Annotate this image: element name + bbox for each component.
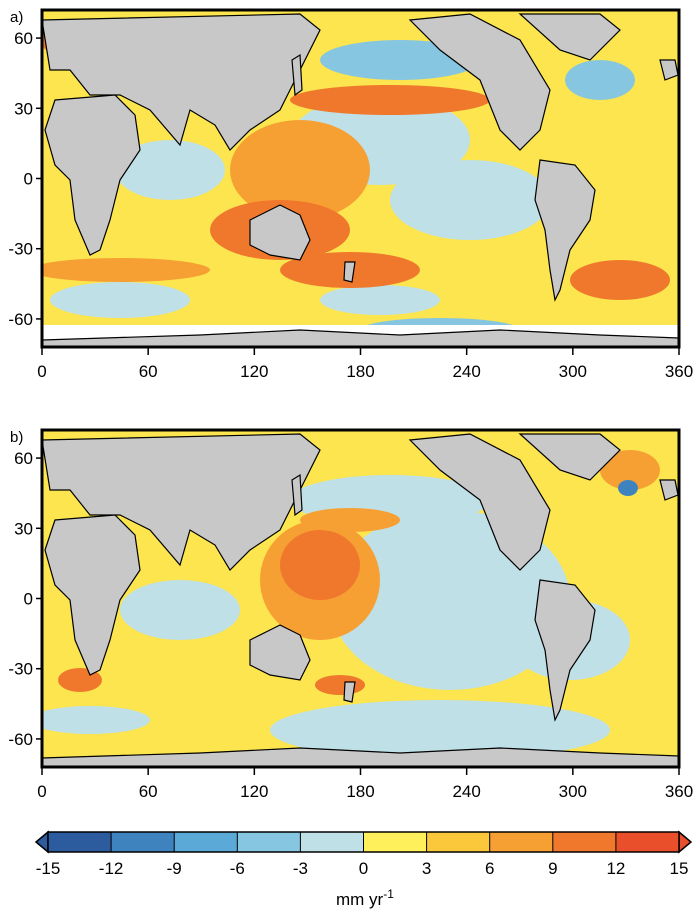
colorbar-segment <box>615 832 679 852</box>
lon-tick-label: 60 <box>139 362 158 381</box>
colorbar-high-arrow <box>678 830 693 854</box>
colorbar-segment <box>426 832 490 852</box>
colorbar-segment <box>48 832 112 852</box>
land-masses <box>42 13 679 347</box>
colorbar-tick-label: -12 <box>99 859 124 878</box>
unit-exponent: -1 <box>383 887 394 901</box>
land-masses <box>42 433 679 767</box>
lon-tick-label: 180 <box>346 782 374 801</box>
lon-tick-label: 0 <box>37 782 46 801</box>
unit-prefix: mm yr <box>336 890 384 909</box>
colorbar-segment <box>174 832 238 852</box>
lon-tick-label: 300 <box>559 782 587 801</box>
lat-tick-label: 0 <box>24 590 33 609</box>
lat-tick-label: -60 <box>8 310 33 329</box>
panel-a-label: a) <box>10 9 23 26</box>
colorbar-segment <box>552 832 616 852</box>
lat-tick-label: -30 <box>8 240 33 259</box>
lon-tick-label: 360 <box>665 782 693 801</box>
lon-tick-label: 240 <box>452 782 480 801</box>
colorbar-unit-label: mm yr-1 <box>336 887 394 909</box>
colorbar-tick-label: -9 <box>167 859 182 878</box>
colorbar-tick-label: 0 <box>359 859 368 878</box>
colorbar-segment <box>363 832 427 852</box>
anomaly-patches <box>42 450 660 760</box>
lon-tick-label: 60 <box>139 782 158 801</box>
lat-tick-label: -60 <box>8 730 33 749</box>
lat-tick-label: 0 <box>24 170 33 189</box>
colorbar-tick-label: -15 <box>36 859 61 878</box>
colorbar-tick-label: -3 <box>293 859 308 878</box>
lon-tick-label: 120 <box>240 782 268 801</box>
colorbar: -15 -12 -9 -6 -3 0 3 6 9 12 15 <box>34 830 693 878</box>
colorbar-tick-label: 9 <box>548 859 557 878</box>
lat-tick-label: 30 <box>14 99 33 118</box>
colorbar-tick-label: 3 <box>422 859 431 878</box>
colorbar-segment <box>489 832 553 852</box>
colorbar-low-arrow <box>34 830 49 854</box>
lat-tick-label: 60 <box>14 449 33 468</box>
colorbar-segment <box>237 832 301 852</box>
colorbar-tick-label: -6 <box>230 859 245 878</box>
colorbar-segment <box>111 832 175 852</box>
lat-tick-label: -30 <box>8 660 33 679</box>
colorbar-tick-label: 15 <box>670 859 689 878</box>
colorbar-tick-label: 6 <box>485 859 494 878</box>
colorbar-tick-label: 12 <box>606 859 625 878</box>
lat-tick-label: 60 <box>14 29 33 48</box>
lat-tick-label: 30 <box>14 519 33 538</box>
lon-tick-label: 0 <box>37 362 46 381</box>
lon-tick-label: 180 <box>346 362 374 381</box>
panel-b-label: b) <box>10 429 23 446</box>
lon-tick-label: 240 <box>452 362 480 381</box>
lon-tick-label: 300 <box>559 362 587 381</box>
colorbar-segment <box>300 832 364 852</box>
lon-tick-label: 360 <box>665 362 693 381</box>
lon-tick-label: 120 <box>240 362 268 381</box>
